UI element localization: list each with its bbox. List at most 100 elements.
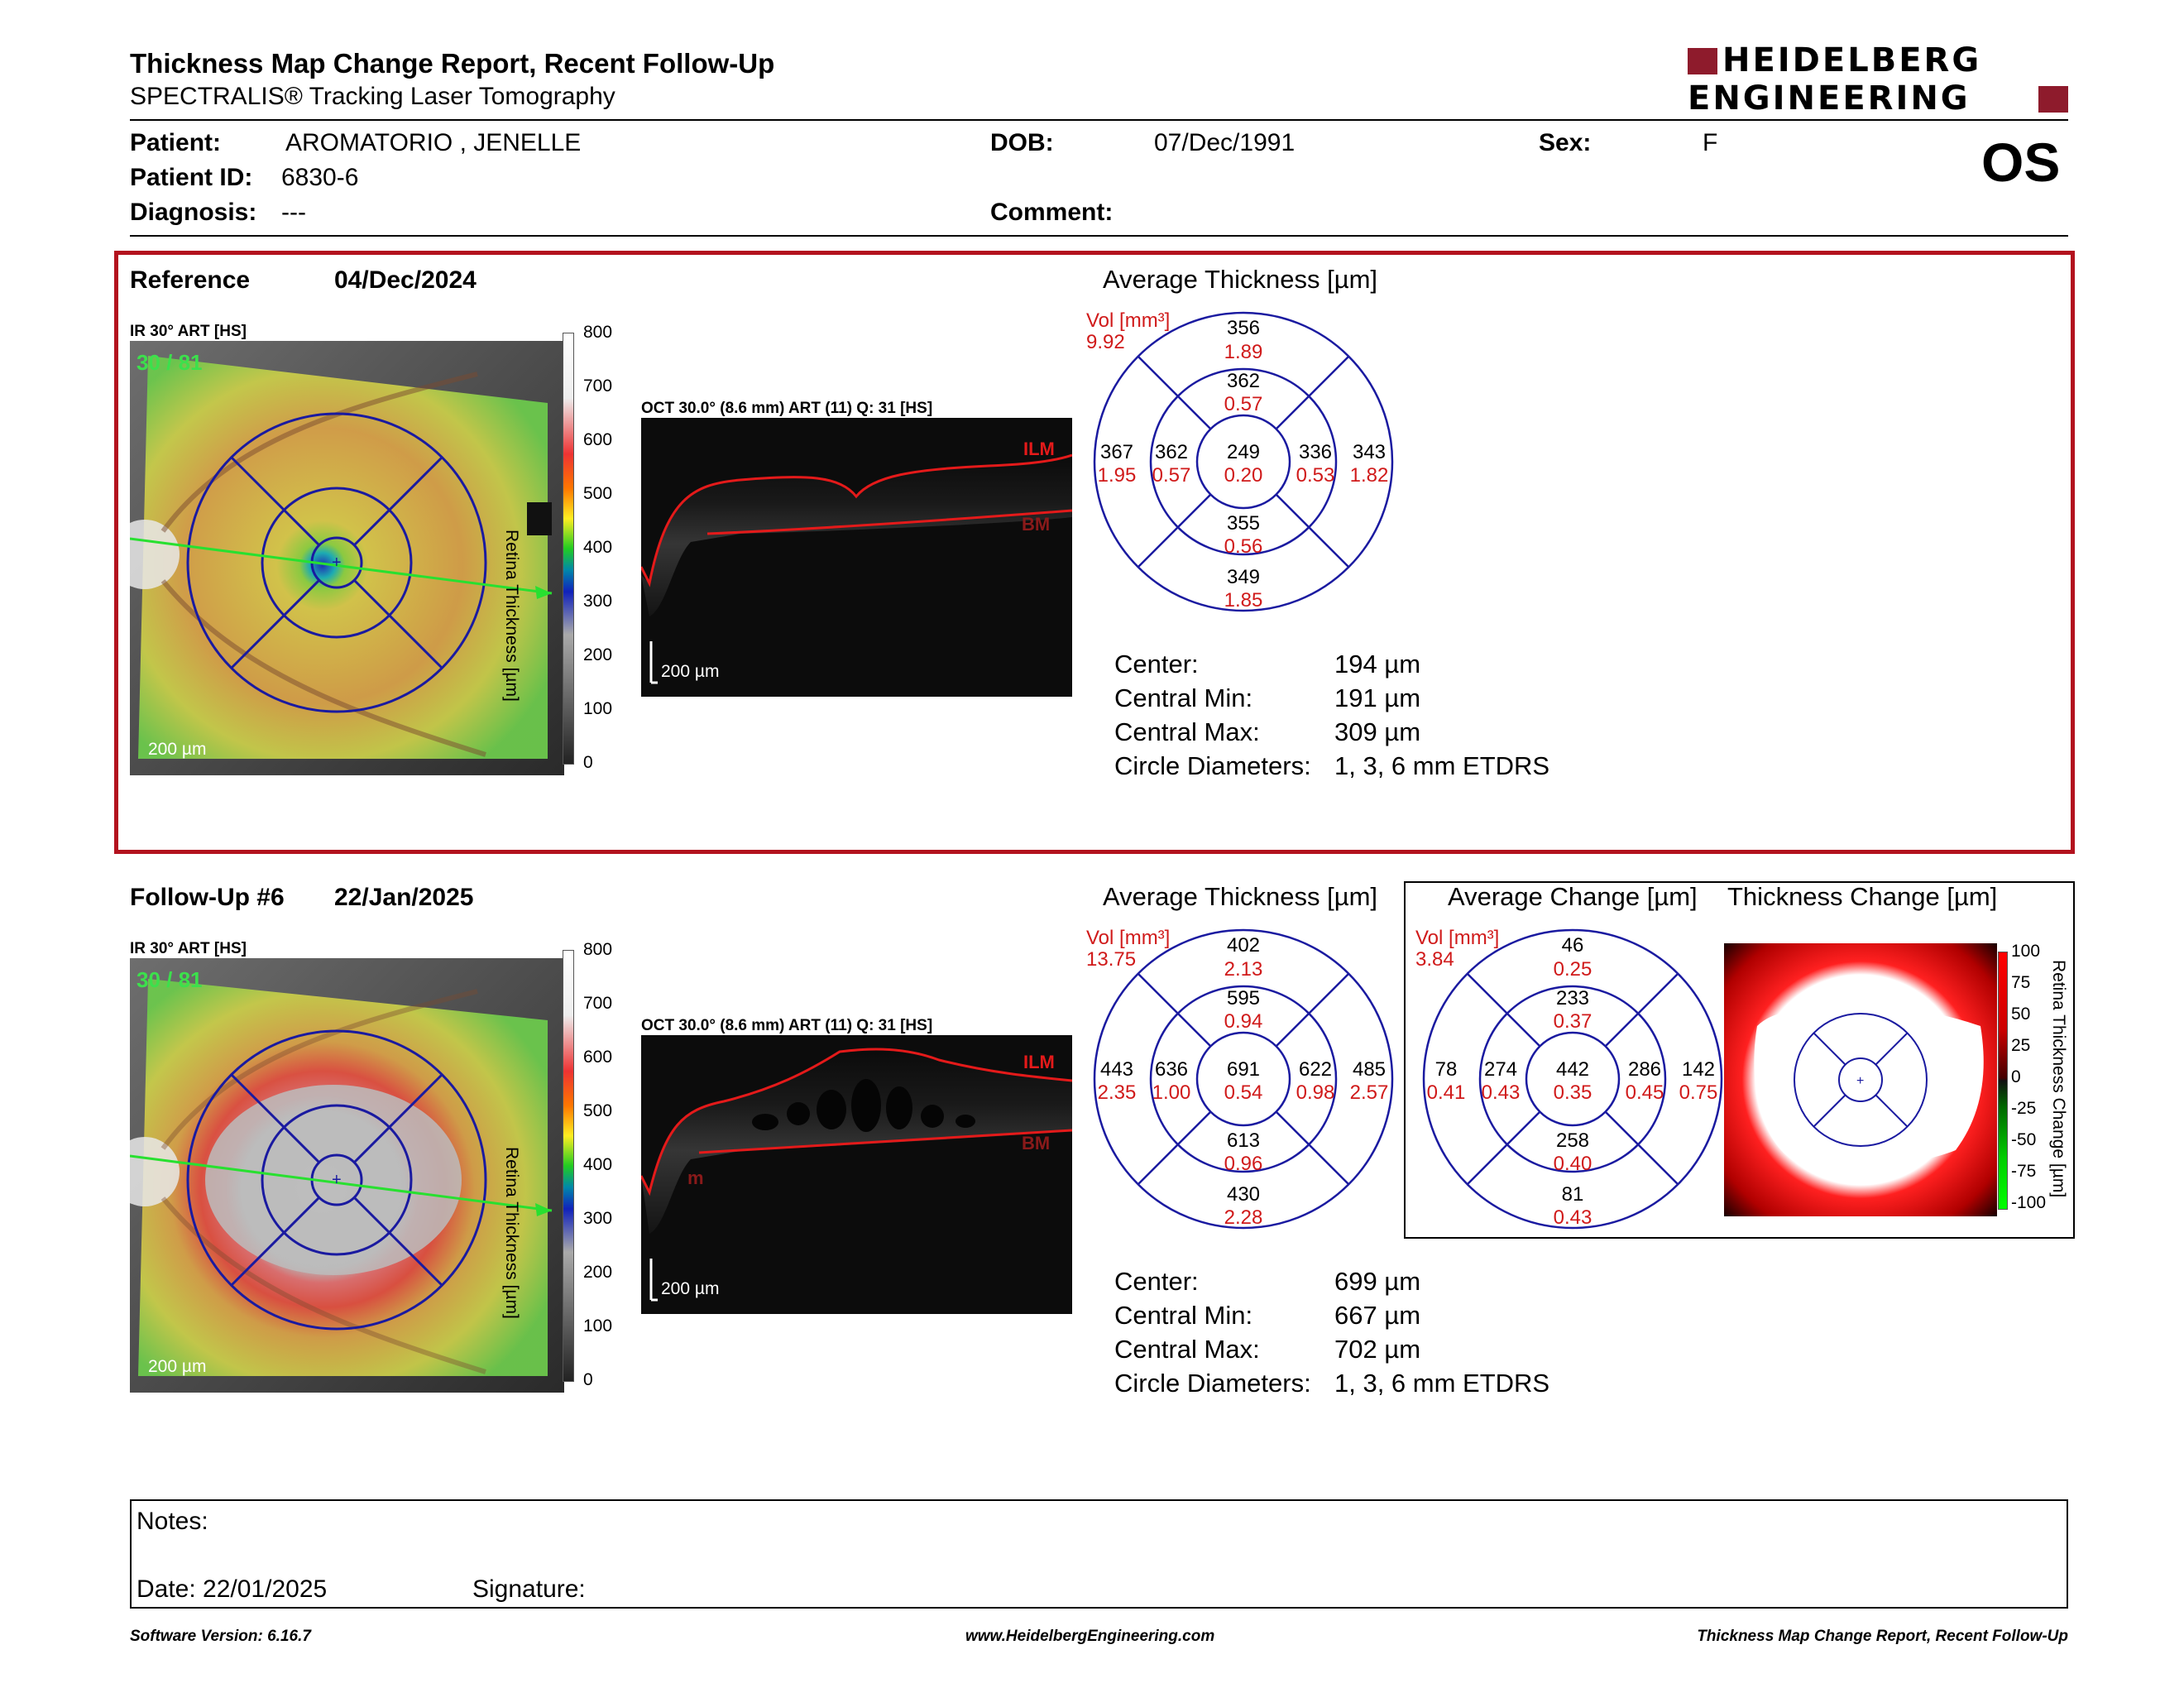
followup-avg-title: Average Thickness [µm] xyxy=(1103,882,1378,911)
reference-etdrs-grid: Vol [mm³] 9.92 356 1.89 362 0.57 249 0.2… xyxy=(1086,309,1394,612)
ref-inner-tmp-vol: 0.57 xyxy=(1152,464,1191,487)
fu-outer-tmp-val: 443 xyxy=(1100,1058,1133,1081)
reference-oct-bg xyxy=(641,418,1072,697)
colorbar-tick: 500 xyxy=(583,484,613,503)
ref-inner-tmp-val: 362 xyxy=(1155,441,1188,463)
reference-oct-scan: ILM BM 200 µm xyxy=(641,418,1072,697)
stat-label: Central Max: xyxy=(1114,717,1260,746)
fu-vol-label: Vol [mm³] xyxy=(1086,927,1170,949)
colorbar-tick: 0 xyxy=(583,1370,593,1389)
fu-center-vol: 0.54 xyxy=(1224,1081,1263,1104)
reference-bm-line xyxy=(706,509,1072,535)
stat-value: 702 µm xyxy=(1334,1335,1421,1364)
reference-colorbar xyxy=(563,333,574,765)
followup-center-cross: + xyxy=(332,1171,342,1189)
reference-ir-scale-bar: 200 µm xyxy=(148,740,206,759)
ref-outer-tmp-val: 367 xyxy=(1100,441,1133,463)
chg-center-val: 442 xyxy=(1556,1058,1589,1081)
colorbar-tick: 100 xyxy=(583,1316,613,1336)
change-colorbar-ticks: 100 75 50 25 0 -25 -50 -75 -100 xyxy=(2009,942,2058,1223)
followup-date: 22/Jan/2025 xyxy=(334,884,474,911)
colorbar-tick: 800 xyxy=(583,940,613,959)
change-tick: 50 xyxy=(2011,1005,2031,1024)
reference-ilm-label: ILM xyxy=(1023,439,1055,459)
reference-center-cross: + xyxy=(332,554,342,572)
diagnosis-value: --- xyxy=(281,199,306,226)
fu-inner-tmp-vol: 1.00 xyxy=(1152,1081,1191,1104)
followup-ilm-label: ILM xyxy=(1023,1052,1055,1072)
fu-outer-tmp-vol: 2.35 xyxy=(1098,1081,1137,1104)
stat-value: 1, 3, 6 mm ETDRS xyxy=(1334,1369,1550,1398)
thickness-change-title: Thickness Change [µm] xyxy=(1727,882,1998,911)
followup-scan-line xyxy=(130,1154,553,1212)
fu-outer-inf-vol: 2.28 xyxy=(1224,1206,1263,1229)
followup-colorbar xyxy=(563,950,574,1382)
change-panel-frame xyxy=(1404,881,2075,1239)
followup-ir-scale-bar: 200 µm xyxy=(148,1357,206,1376)
patient-id: 6830-6 xyxy=(281,164,359,191)
followup-vessel xyxy=(160,1196,486,1374)
stat-label: Central Min: xyxy=(1114,683,1253,712)
change-map-etdrs-overlay xyxy=(1794,1013,1928,1147)
logo-square-top xyxy=(1688,48,1717,74)
ref-inner-nas-vol: 0.53 xyxy=(1296,464,1335,487)
report-subtitle: SPECTRALIS® Tracking Laser Tomography xyxy=(130,83,615,110)
notes-date: Date: 22/01/2025 xyxy=(136,1575,328,1603)
stat-label: Central Min: xyxy=(1114,1301,1253,1330)
ref-outer-inf-val: 349 xyxy=(1227,566,1260,588)
heidelberg-logo: HEIDELBERG ENGINEERING xyxy=(1688,41,2068,117)
followup-colorbar-title: Retina Thickness [µm] xyxy=(502,1147,521,1319)
stat-label: Center: xyxy=(1114,1267,1199,1296)
reference-oct-label: OCT 30.0° (8.6 mm) ART (11) Q: 31 [HS] xyxy=(641,400,933,417)
colorbar-tick: 600 xyxy=(583,430,613,449)
fu-inner-nas-val: 622 xyxy=(1299,1058,1332,1081)
reference-label: Reference xyxy=(130,266,251,294)
reference-colorbar-title: Retina Thickness [µm] xyxy=(502,530,521,702)
chg-outer-nas-vol: 0.75 xyxy=(1679,1081,1718,1104)
colorbar-tick: 400 xyxy=(583,1155,613,1174)
chg-outer-nas-val: 142 xyxy=(1682,1058,1715,1081)
change-tick: 100 xyxy=(2011,942,2041,961)
chg-inner-nas-vol: 0.45 xyxy=(1626,1081,1664,1104)
reference-optic-disc xyxy=(130,520,180,589)
stat-label: Circle Diameters: xyxy=(1114,751,1311,780)
logo-line2: ENGINEERING xyxy=(1688,79,1971,117)
followup-fundus-map: 30 / 81 + 200 µm xyxy=(130,958,564,1393)
logo-line1: HEIDELBERG xyxy=(1722,41,1982,79)
chg-outer-tmp-val: 78 xyxy=(1435,1058,1458,1081)
report-title: Thickness Map Change Report, Recent Foll… xyxy=(130,48,775,79)
fu-inner-nas-vol: 0.98 xyxy=(1296,1081,1335,1104)
footer-website[interactable]: www.HeidelbergEngineering.com xyxy=(965,1628,1215,1645)
notes-label: Notes: xyxy=(136,1508,208,1535)
ref-center-vol: 0.20 xyxy=(1224,464,1263,487)
ref-center-val: 249 xyxy=(1227,441,1260,463)
followup-etdrs-overlay xyxy=(186,1029,487,1331)
chg-inner-sup-val: 233 xyxy=(1556,987,1589,1009)
fu-outer-inf-val: 430 xyxy=(1227,1183,1260,1206)
change-tick: -100 xyxy=(2011,1193,2047,1212)
chg-outer-sup-vol: 0.25 xyxy=(1554,958,1592,981)
chg-inner-tmp-vol: 0.43 xyxy=(1482,1081,1521,1104)
followup-optic-disc xyxy=(130,1137,180,1206)
stat-label: Circle Diameters: xyxy=(1114,1369,1311,1398)
stat-value: 309 µm xyxy=(1334,717,1421,746)
fu-inner-inf-val: 613 xyxy=(1227,1129,1260,1152)
reference-colorbar-ticks: 800 700 600 500 400 300 200 100 0 xyxy=(579,323,620,772)
chg-inner-inf-vol: 0.40 xyxy=(1554,1153,1592,1175)
colorbar-tick: 500 xyxy=(583,1101,613,1120)
followup-scan-arrow xyxy=(535,1203,552,1216)
stat-label: Center: xyxy=(1114,650,1199,679)
notes-box[interactable]: Notes: Date: 22/01/2025 Signature: xyxy=(130,1499,2068,1609)
patient-label: Patient: xyxy=(130,129,222,156)
reference-date: 04/Dec/2024 xyxy=(334,266,477,294)
fu-inner-sup-vol: 0.94 xyxy=(1224,1010,1263,1033)
change-map-white-zone xyxy=(1754,1009,1984,1166)
chg-outer-inf-vol: 0.43 xyxy=(1554,1206,1592,1229)
fu-vol-value: 13.75 xyxy=(1086,948,1136,971)
dob-value: 07/Dec/1991 xyxy=(1154,129,1296,156)
patient-id-label: Patient ID: xyxy=(130,164,253,191)
footer-version: Software Version: 6.16.7 xyxy=(130,1628,311,1645)
fu-inner-inf-vol: 0.96 xyxy=(1224,1153,1263,1175)
reference-vessel xyxy=(160,372,478,533)
diagnosis-label: Diagnosis: xyxy=(130,199,257,226)
